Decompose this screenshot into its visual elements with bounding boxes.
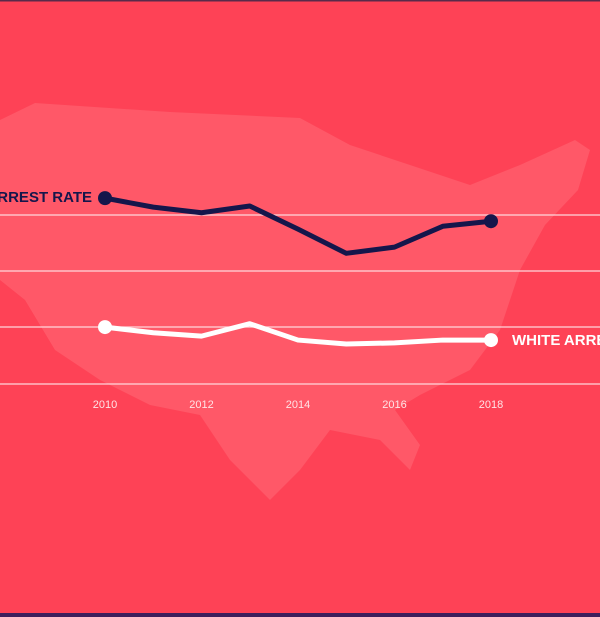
series-label: WHITE ARRES bbox=[512, 332, 600, 349]
series-line bbox=[104, 321, 491, 347]
x-tick-label: 2018 bbox=[479, 399, 503, 411]
x-tick-label: 2012 bbox=[189, 399, 213, 411]
x-tick-label: 2016 bbox=[382, 399, 406, 411]
bottom-border bbox=[0, 613, 600, 617]
end-dot bbox=[484, 214, 498, 229]
x-tick-label: 2010 bbox=[93, 399, 117, 411]
x-tick-label: 2014 bbox=[286, 399, 310, 411]
top-border bbox=[0, 0, 600, 2]
end-dot bbox=[98, 191, 112, 206]
series-line bbox=[104, 195, 492, 256]
end-dot bbox=[484, 333, 498, 348]
map-shape bbox=[0, 103, 590, 500]
end-dot bbox=[98, 320, 112, 335]
series-label: ARREST RATE bbox=[0, 189, 92, 206]
